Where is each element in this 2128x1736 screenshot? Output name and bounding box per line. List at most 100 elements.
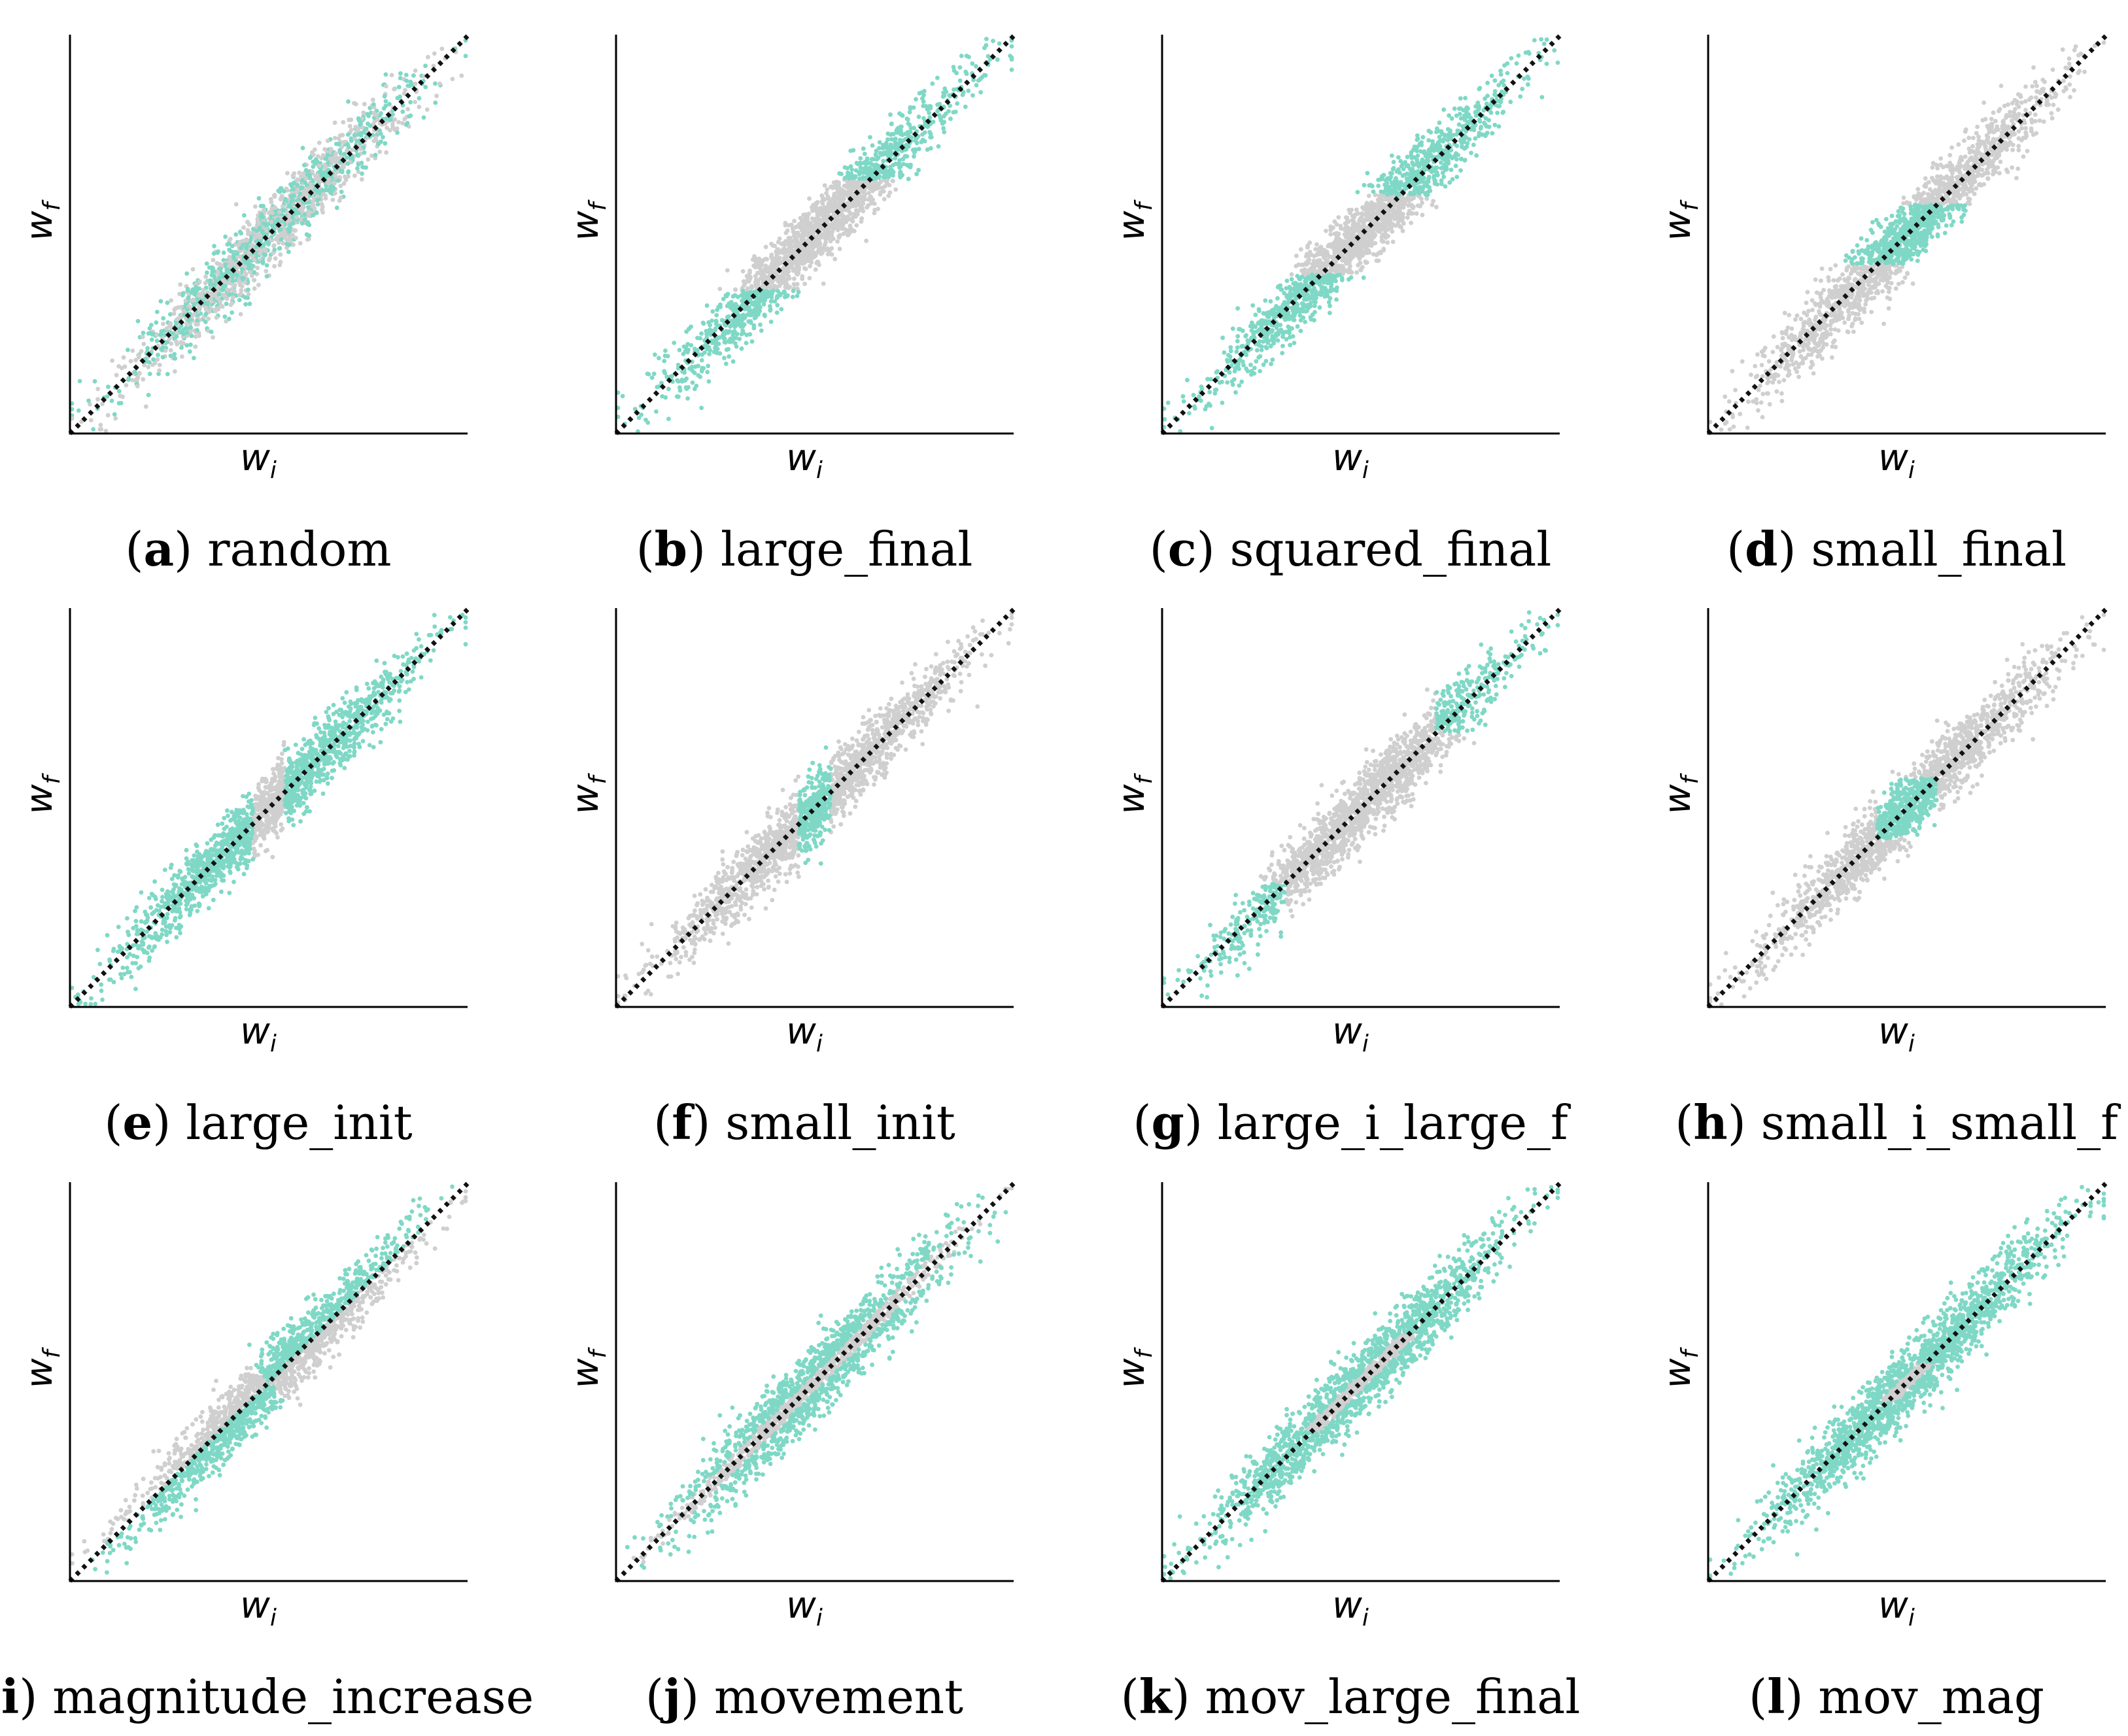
scatter-point-other (1309, 267, 1314, 271)
scatter-point-kept (1234, 349, 1239, 354)
scatter-point-other (874, 186, 880, 191)
scatter-point-kept (649, 375, 655, 380)
scatter-point-kept (684, 329, 689, 334)
scatter-point-other (1307, 240, 1313, 245)
scatter-point-other (815, 199, 820, 205)
scatter-point-kept (724, 329, 729, 333)
scatter-point-kept (753, 299, 758, 304)
scatter-point-kept (685, 341, 691, 347)
scatter-point-kept (927, 104, 932, 109)
scatter-point-other (233, 202, 239, 207)
scatter-point-kept (970, 61, 975, 66)
scatter-point-kept (1275, 296, 1280, 301)
scatter-point-other (214, 315, 219, 320)
scatter-point-other (1358, 267, 1364, 273)
scatter-point-other (192, 312, 197, 316)
scatter-point-kept (978, 77, 983, 82)
scatter-point-other (333, 173, 338, 179)
scatter-point-kept (695, 335, 700, 341)
scatter-point-other (114, 373, 119, 378)
scatter-point-kept (388, 117, 393, 122)
scatter-point-other (1420, 213, 1425, 218)
scatter-point-kept (218, 266, 223, 271)
scatter-point-kept (147, 326, 152, 331)
scatter-point-kept (307, 175, 313, 180)
scatter-point-kept (364, 126, 369, 131)
scatter-point-other (829, 230, 834, 235)
scatter-point-other (1388, 213, 1394, 218)
scatter-point-kept (904, 154, 910, 159)
scatter-point-kept (408, 99, 413, 105)
scatter-point-kept (165, 300, 170, 305)
scatter-point-other (1369, 237, 1375, 242)
scatter-point-kept (936, 144, 941, 149)
scatter-point-other (236, 243, 241, 247)
scatter-point-kept (291, 180, 296, 185)
scatter-point-kept (91, 427, 96, 432)
scatter-point-kept (184, 330, 190, 335)
scatter-point-kept (752, 316, 757, 320)
scatter-point-kept (727, 339, 732, 345)
scatter-point-kept (744, 341, 749, 345)
scatter-point-kept (324, 156, 328, 161)
scatter-point-kept (893, 162, 898, 166)
scatter-point-other (174, 339, 179, 344)
scatter-point-other (332, 191, 337, 196)
scatter-point-other (336, 136, 341, 141)
scatter-point-kept (906, 177, 911, 182)
scatter-point-kept (714, 313, 719, 318)
scatter-point-kept (795, 294, 800, 298)
scatter-point-other (320, 207, 324, 213)
scatter-point-other (169, 298, 173, 303)
scatter-point-kept (782, 294, 787, 299)
scatter-point-kept (1288, 343, 1293, 348)
scatter-point-other (1364, 260, 1369, 265)
scatter-point-kept (356, 162, 361, 167)
scatter-point-kept (686, 385, 691, 390)
scatter-point-other (332, 135, 337, 141)
scatter-point-other (1405, 215, 1410, 220)
scatter-point-other (1333, 264, 1339, 269)
scatter-point-kept (318, 189, 323, 194)
scatter-point-kept (126, 376, 131, 381)
scatter-point-other (157, 368, 162, 373)
scatter-point-kept (901, 138, 906, 143)
scatter-point-kept (921, 93, 926, 98)
scatter-point-other (818, 219, 823, 224)
scatter-point-other (802, 233, 807, 238)
scatter-point-kept (725, 292, 730, 297)
scatter-point-other (795, 282, 800, 286)
scatter-point-kept (867, 167, 872, 173)
scatter-point-kept (722, 339, 727, 345)
scatter-point-kept (920, 137, 925, 143)
scatter-point-other (203, 274, 208, 279)
scatter-point-kept (246, 287, 250, 292)
scatter-point-kept (1485, 94, 1490, 99)
scatter-point-kept (319, 173, 324, 178)
scatter-point-kept (195, 328, 199, 333)
scatter-point-other (417, 105, 422, 109)
scatter-point-kept (740, 328, 745, 333)
scatter-point-kept (978, 90, 984, 95)
scatter-point-kept (154, 338, 160, 343)
scatter-point-other (752, 254, 757, 259)
scatter-point-other (405, 107, 411, 112)
scatter-point-kept (1496, 124, 1502, 129)
scatter-point-other (337, 198, 342, 203)
scatter-point-other (287, 235, 292, 241)
scatter-point-other (306, 213, 311, 218)
scatter-point-kept (334, 205, 339, 211)
scatter-point-kept (264, 274, 269, 279)
scatter-point-kept (147, 371, 152, 377)
scatter-point-kept (888, 112, 893, 117)
scatter-point-other (341, 120, 346, 125)
scatter-point-other (1411, 204, 1416, 209)
scatter-point-kept (716, 341, 721, 347)
scatter-point-other (819, 251, 823, 256)
scatter-point-other (291, 228, 296, 232)
caption-letter-a: a (144, 521, 175, 577)
scatter-point-other (836, 221, 841, 226)
scatter-point-kept (871, 157, 876, 162)
scatter-point-other (777, 236, 782, 241)
